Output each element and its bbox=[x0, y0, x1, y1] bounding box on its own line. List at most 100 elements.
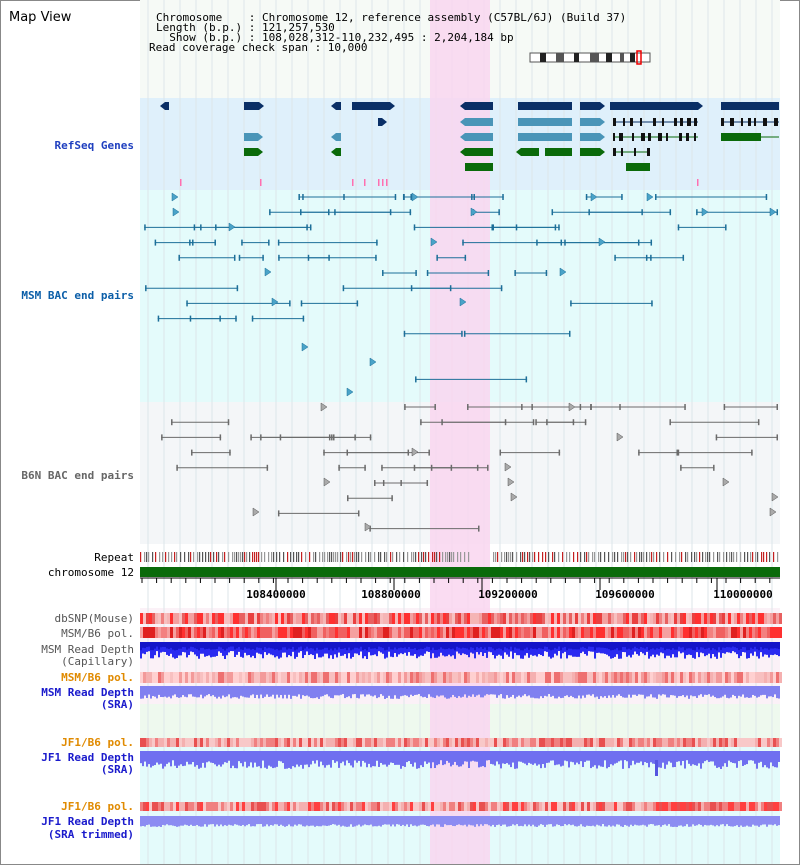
depth-bar bbox=[390, 751, 392, 763]
heat-cell bbox=[623, 738, 626, 747]
heat-cell bbox=[470, 613, 473, 624]
track-label-refseq[interactable]: RefSeq Genes bbox=[54, 139, 134, 152]
depth-bar bbox=[480, 642, 482, 648]
depth-bar bbox=[498, 816, 500, 825]
heat-cell bbox=[665, 627, 668, 638]
heat-cell bbox=[758, 627, 761, 638]
depth-bar bbox=[492, 751, 494, 765]
heat-cell bbox=[506, 613, 509, 624]
heat-cell bbox=[404, 613, 407, 624]
depth-bar bbox=[718, 642, 720, 648]
heat-cell bbox=[443, 613, 446, 624]
heat-cell bbox=[287, 738, 290, 747]
depth-bar bbox=[678, 686, 680, 697]
repeat-element bbox=[432, 552, 434, 562]
depth-bar bbox=[200, 816, 202, 827]
bac-end bbox=[650, 239, 653, 246]
depth-bar bbox=[702, 816, 704, 827]
depth-bar bbox=[244, 642, 246, 653]
heat-cell bbox=[443, 802, 446, 811]
depth-bar bbox=[616, 686, 618, 696]
depth-bar bbox=[358, 816, 360, 825]
depth-bar bbox=[590, 642, 592, 652]
heat-cell bbox=[320, 802, 323, 811]
heat-cell bbox=[392, 738, 395, 747]
depth-bar bbox=[544, 816, 546, 827]
heat-cell bbox=[407, 802, 410, 811]
heat-cell bbox=[419, 672, 422, 683]
heat-cell bbox=[683, 802, 686, 811]
repeat-element bbox=[415, 552, 417, 562]
heat-cell bbox=[143, 613, 146, 624]
depth-bar bbox=[636, 686, 638, 696]
bac-end bbox=[413, 224, 416, 231]
depth-bar bbox=[634, 751, 636, 765]
depth-bar bbox=[360, 642, 362, 647]
heat-cell bbox=[218, 802, 221, 811]
depth-bar bbox=[754, 686, 756, 696]
heat-cell bbox=[251, 802, 254, 811]
depth-bar bbox=[536, 642, 538, 650]
depth-bar bbox=[326, 686, 328, 695]
depth-bar bbox=[480, 751, 482, 767]
bac-end bbox=[238, 254, 241, 261]
depth-bar bbox=[646, 751, 648, 763]
depth-bar bbox=[506, 642, 508, 649]
repeat-element bbox=[524, 552, 526, 562]
depth-bar bbox=[484, 816, 486, 825]
depth-bar bbox=[534, 642, 536, 649]
depth-bar bbox=[274, 642, 276, 650]
heat-cell bbox=[548, 802, 551, 811]
heat-cell bbox=[521, 672, 524, 683]
heat-cell bbox=[707, 738, 710, 747]
bac-end bbox=[176, 464, 178, 471]
depth-bar bbox=[546, 751, 548, 763]
heat-cell bbox=[686, 802, 689, 811]
heat-cell bbox=[554, 672, 557, 683]
depth-bar bbox=[728, 816, 730, 827]
heat-cell bbox=[764, 802, 767, 811]
heat-cell bbox=[488, 627, 491, 638]
depth-bar bbox=[374, 816, 376, 827]
heat-cell bbox=[647, 672, 650, 683]
bac-end bbox=[394, 194, 397, 200]
depth-bar bbox=[500, 686, 502, 695]
heat-cell bbox=[437, 613, 440, 624]
depth-bar bbox=[534, 751, 536, 764]
heat-cell bbox=[239, 738, 242, 747]
heat-cell bbox=[146, 802, 149, 811]
depth-bar bbox=[716, 642, 718, 651]
depth-bar bbox=[506, 686, 508, 696]
repeat-element bbox=[188, 552, 190, 562]
depth-bar bbox=[490, 642, 492, 648]
heat-cell bbox=[314, 738, 317, 747]
depth-bar bbox=[154, 751, 156, 766]
bac-end bbox=[375, 254, 377, 261]
heat-cell bbox=[302, 627, 305, 638]
depth-bar bbox=[750, 686, 752, 698]
depth-bar bbox=[674, 816, 676, 827]
heat-cell bbox=[428, 627, 431, 638]
depth-bar bbox=[644, 751, 646, 763]
depth-bar bbox=[430, 816, 432, 826]
bac-end bbox=[650, 254, 652, 261]
depth-bar bbox=[512, 642, 514, 651]
depth-bar bbox=[382, 816, 384, 825]
track-label-b6n-bac[interactable]: B6N BAC end pairs bbox=[21, 469, 134, 482]
depth-bar bbox=[714, 686, 716, 698]
depth-bar bbox=[246, 686, 248, 698]
heat-cell bbox=[686, 672, 689, 683]
track-label-msm-bac[interactable]: MSM BAC end pairs bbox=[21, 289, 134, 302]
depth-bar bbox=[284, 816, 286, 827]
depth-bar bbox=[530, 816, 532, 827]
heat-cell bbox=[269, 738, 272, 747]
heat-cell bbox=[470, 802, 473, 811]
heat-cell bbox=[368, 802, 371, 811]
repeat-element bbox=[358, 552, 360, 562]
depth-bar bbox=[650, 686, 652, 695]
bac-marker bbox=[320, 402, 328, 412]
depth-bar bbox=[350, 751, 352, 766]
depth-bar bbox=[180, 751, 182, 765]
depth-bar bbox=[594, 816, 596, 827]
